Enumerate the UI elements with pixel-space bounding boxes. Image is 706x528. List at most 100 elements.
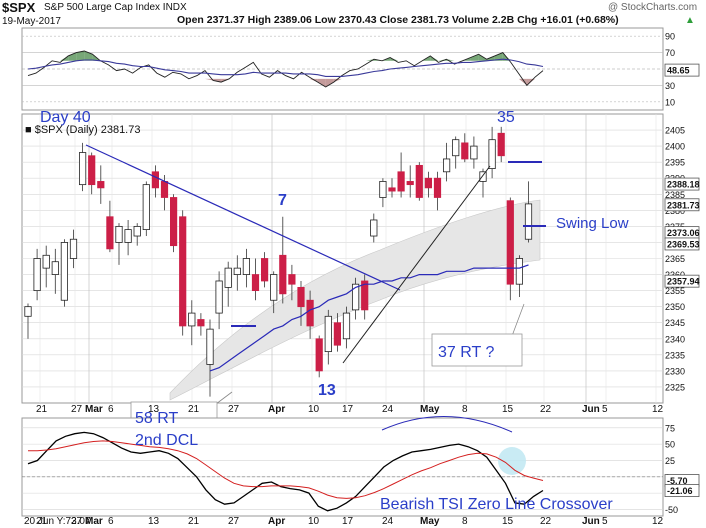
- rsi-oversold-fill: [518, 78, 527, 86]
- candle-body: [442, 158, 451, 173]
- candle-body: [42, 254, 50, 269]
- candle-body: [324, 315, 332, 353]
- annotation-swing-low: Swing Low: [556, 215, 629, 232]
- price-axis: 2405240023952390238523802375237023652360…: [664, 126, 700, 392]
- candle-body: [97, 181, 105, 189]
- price-value-label-box: [664, 237, 700, 251]
- rsi-oversold-fill: [317, 78, 326, 88]
- rsi-overbought-fill: [494, 52, 503, 61]
- candle-body: [524, 203, 533, 240]
- rsi-lines: [27, 50, 544, 88]
- tsi-tick-label: 50: [665, 440, 675, 450]
- tsi-series-line: [27, 431, 544, 512]
- candle-body: [188, 312, 196, 327]
- candle-body: [270, 274, 278, 301]
- candle-body: [24, 306, 32, 317]
- x-tick-label-bottom: Mar: [85, 516, 103, 527]
- price-tick-label: 2340: [665, 334, 685, 344]
- candle-body: [388, 187, 396, 192]
- price-tick-label: 2385: [665, 190, 685, 200]
- x-tick-label-bottom: Apr: [268, 516, 285, 527]
- x-tick-label-bottom: Jun: [582, 516, 600, 527]
- rsi-overbought-fill: [68, 52, 77, 61]
- price-value-label-box: [664, 274, 700, 288]
- candle-body: [379, 181, 387, 198]
- price-value-label: 2357.94: [667, 277, 700, 287]
- rsi-value-label-box: [664, 63, 700, 77]
- x-tick-label: Jun: [582, 404, 600, 415]
- rsi-oversold-fill: [309, 78, 318, 83]
- symbol-label: $SPX: [2, 0, 36, 15]
- candle-body: [461, 142, 469, 160]
- candle-body: [406, 181, 414, 186]
- rsi-overbought-fill: [470, 54, 479, 61]
- x-tick-label: 21: [36, 404, 48, 415]
- candle-body: [342, 312, 351, 340]
- price-legend: ■ $SPX (Daily) 2381.73: [25, 124, 140, 136]
- candle-body: [288, 274, 296, 285]
- annotation-bearish-tsi: Bearish TSI Zero Line Crossover: [380, 496, 613, 513]
- x-tick-label-bottom: 24: [382, 516, 394, 527]
- annotation-2nd-dcl: 2nd DCL: [135, 432, 198, 449]
- candle-body: [515, 258, 524, 285]
- candle-body: [79, 152, 87, 186]
- candle-body: [60, 242, 69, 301]
- rsi-oversold-fill: [333, 78, 342, 83]
- tsi-series-line: [28, 440, 544, 499]
- candle-body: [51, 261, 59, 275]
- candle-body: [260, 258, 269, 282]
- downtrend-line: [85, 144, 401, 291]
- candle-body: [206, 328, 214, 365]
- rsi-oversold-fill: [325, 78, 334, 88]
- x-tick-label-bottom: 27: [71, 516, 83, 527]
- tsi-arc: [381, 416, 513, 433]
- stockcharts-watermark: @ StockCharts.com: [608, 2, 698, 13]
- candle-body: [306, 299, 314, 327]
- price-grid: [22, 114, 663, 403]
- candle-body: [179, 216, 187, 327]
- candle-body: [142, 184, 150, 230]
- candle-body: [197, 319, 205, 327]
- x-tick-label-bottom: 6: [108, 516, 114, 527]
- candle-body: [169, 197, 178, 247]
- x-tick-label-bottom: 27: [228, 516, 240, 527]
- tsi-lines: [27, 431, 544, 512]
- candle-body: [224, 267, 232, 288]
- x-tick-label-bottom: 13: [148, 516, 160, 527]
- rsi-tick-label: 90: [665, 32, 675, 42]
- price-tick-label: 2355: [665, 286, 685, 296]
- rsi-grid: [22, 35, 663, 103]
- candle-body: [452, 139, 460, 157]
- price-tick-label: 2330: [665, 366, 685, 376]
- x-tick-label: Apr: [268, 404, 285, 415]
- candle-body: [470, 145, 478, 160]
- x-tick-label: 10: [308, 404, 320, 415]
- candle-body: [106, 216, 114, 250]
- price-tick-label: 2405: [665, 126, 685, 136]
- candle-body: [69, 238, 78, 259]
- rsi-value-label: 48.65: [667, 66, 690, 76]
- x-tick-label-bottom: 17: [342, 516, 354, 527]
- price-value-label-box: [664, 198, 700, 212]
- date-label: 19-May-2017: [2, 16, 61, 27]
- tsi-value-label: -5.70: [667, 476, 688, 486]
- price-tick-label: 2345: [665, 318, 685, 328]
- candle-body: [115, 225, 123, 243]
- rsi-oversold-fill: [526, 78, 535, 86]
- annotation-37rt: 37 RT ?: [438, 344, 494, 361]
- candle-body: [160, 181, 169, 198]
- annotation-58rt: 58 RT: [135, 410, 179, 427]
- tsi-value-label-box: [664, 484, 700, 497]
- x-tick-label-bottom: 5: [602, 516, 608, 527]
- up-arrow-icon: ▲: [685, 15, 695, 26]
- rsi-oversold-fill: [205, 78, 214, 81]
- x-tick-label-bottom: 21: [188, 516, 200, 527]
- tsi-cursor-readout: 20 Jun Y:73.07: [24, 516, 91, 527]
- x-tick-label-bottom: 22: [540, 516, 552, 527]
- quote-line: Open 2371.37 High 2389.06 Low 2370.43 Cl…: [177, 14, 619, 26]
- price-tick-label: 2395: [665, 158, 685, 168]
- annotation-13: 13: [318, 382, 336, 399]
- price-tick-label: 2325: [665, 382, 685, 392]
- annotation-7: 7: [278, 192, 287, 209]
- x-tick-label: 8: [462, 404, 468, 415]
